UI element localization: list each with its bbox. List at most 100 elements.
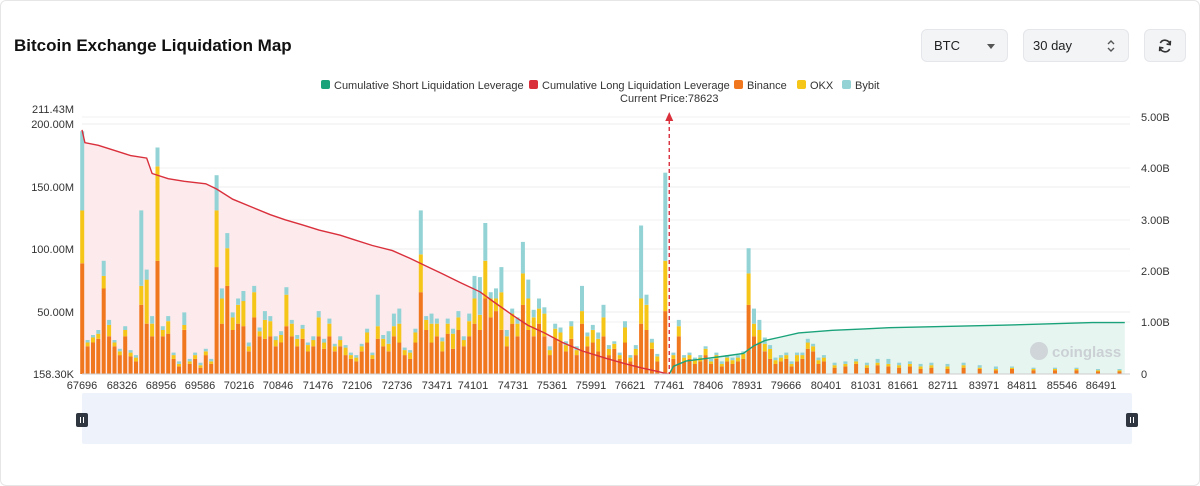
bar-bybit[interactable] [483, 223, 488, 261]
bar-bybit[interactable] [596, 332, 601, 339]
bar-okx[interactable] [961, 365, 966, 368]
bar-binance[interactable] [649, 348, 654, 374]
bar-bybit[interactable] [752, 308, 756, 324]
bar-bybit[interactable] [467, 313, 472, 322]
bar-binance[interactable] [757, 342, 762, 375]
bar-okx[interactable] [1096, 370, 1100, 372]
bar-bybit[interactable] [144, 269, 149, 280]
bar-binance[interactable] [590, 342, 595, 375]
bar-binance[interactable] [682, 361, 687, 374]
bar-okx[interactable] [418, 254, 423, 293]
bar-okx[interactable] [300, 328, 305, 339]
bar-okx[interactable] [472, 298, 477, 324]
bar-bybit[interactable] [663, 172, 668, 261]
bar-bybit[interactable] [945, 363, 950, 367]
bar-bybit[interactable] [424, 316, 429, 320]
bar-binance[interactable] [929, 367, 934, 374]
bar-bybit[interactable] [300, 324, 305, 329]
bar-binance[interactable] [918, 369, 923, 374]
bar-binance[interactable] [488, 317, 493, 374]
bar-okx[interactable] [663, 260, 668, 312]
bar-binance[interactable] [477, 330, 482, 374]
bar-bybit[interactable] [225, 233, 230, 249]
bar-bybit[interactable] [472, 275, 477, 299]
bar-okx[interactable] [795, 355, 799, 362]
bar-bybit[interactable] [359, 343, 364, 347]
bar-okx[interactable] [687, 355, 692, 359]
bar-okx[interactable] [139, 285, 144, 305]
bar-bybit[interactable] [289, 319, 294, 324]
bar-bybit[interactable] [821, 355, 826, 358]
bar-binance[interactable] [128, 356, 133, 374]
bar-bybit[interactable] [671, 352, 676, 356]
bar-bybit[interactable] [773, 357, 778, 361]
bar-binance[interactable] [886, 366, 891, 375]
bar-bybit[interactable] [510, 308, 515, 314]
bar-okx[interactable] [451, 333, 455, 349]
bar-okx[interactable] [682, 357, 687, 362]
bar-binance[interactable] [596, 351, 601, 374]
bar-binance[interactable] [784, 358, 789, 374]
bar-binance[interactable] [553, 338, 558, 374]
bar-binance[interactable] [252, 317, 257, 374]
bar-binance[interactable] [698, 361, 703, 374]
bar-okx[interactable] [241, 301, 246, 327]
bar-okx[interactable] [741, 353, 746, 359]
bar-okx[interactable] [402, 350, 407, 356]
bar-binance[interactable] [381, 346, 386, 374]
bar-bybit[interactable] [800, 352, 805, 356]
bar-okx[interactable] [219, 298, 224, 324]
bar-okx[interactable] [80, 210, 85, 264]
bar-bybit[interactable] [112, 340, 117, 343]
bar-binance[interactable] [795, 361, 799, 374]
bar-binance[interactable] [569, 338, 574, 374]
bar-binance[interactable] [300, 338, 305, 374]
bar-binance[interactable] [343, 355, 348, 374]
bar-okx[interactable] [112, 342, 117, 347]
bar-bybit[interactable] [569, 321, 574, 327]
bar-okx[interactable] [580, 311, 584, 324]
bar-okx[interactable] [537, 308, 541, 324]
bar-binance[interactable] [1096, 371, 1100, 375]
bar-okx[interactable] [768, 348, 773, 359]
bar-binance[interactable] [305, 351, 310, 374]
bar-okx[interactable] [1074, 369, 1079, 371]
bar-binance[interactable] [262, 338, 267, 374]
bar-binance[interactable] [139, 304, 144, 374]
bar-okx[interactable] [230, 317, 235, 330]
bar-binance[interactable] [203, 355, 208, 374]
bar-binance[interactable] [510, 323, 515, 374]
bar-okx[interactable] [434, 323, 439, 337]
bar-okx[interactable] [752, 323, 756, 337]
bar-binance[interactable] [628, 361, 633, 374]
bar-okx[interactable] [623, 327, 627, 343]
bar-okx[interactable] [563, 345, 568, 352]
bar-binance[interactable] [875, 365, 880, 374]
bar-bybit[interactable] [80, 131, 85, 211]
bar-bybit[interactable] [488, 292, 493, 299]
bar-bybit[interactable] [279, 331, 284, 335]
bar-bybit[interactable] [150, 316, 155, 324]
bar-bybit[interactable] [687, 352, 692, 356]
bar-okx[interactable] [515, 323, 520, 337]
bar-binance[interactable] [160, 336, 165, 374]
bar-bybit[interactable] [709, 358, 713, 362]
bar-bybit[interactable] [1117, 369, 1122, 371]
bar-bybit[interactable] [682, 355, 687, 358]
bar-binance[interactable] [187, 363, 192, 374]
bar-binance[interactable] [112, 346, 117, 374]
bar-bybit[interactable] [236, 298, 241, 305]
bar-binance[interactable] [558, 342, 563, 375]
bar-bybit[interactable] [203, 348, 208, 352]
bar-bybit[interactable] [811, 343, 816, 347]
bar-binance[interactable] [644, 330, 649, 374]
bar-okx[interactable] [719, 363, 724, 367]
bar-bybit[interactable] [531, 309, 536, 318]
bar-binance[interactable] [456, 330, 461, 374]
bar-bybit[interactable] [494, 288, 498, 299]
bar-okx[interactable] [128, 352, 133, 357]
bar-okx[interactable] [155, 166, 160, 261]
bar-okx[interactable] [370, 355, 375, 359]
bar-okx[interactable] [875, 362, 880, 366]
bar-bybit[interactable] [477, 277, 482, 315]
